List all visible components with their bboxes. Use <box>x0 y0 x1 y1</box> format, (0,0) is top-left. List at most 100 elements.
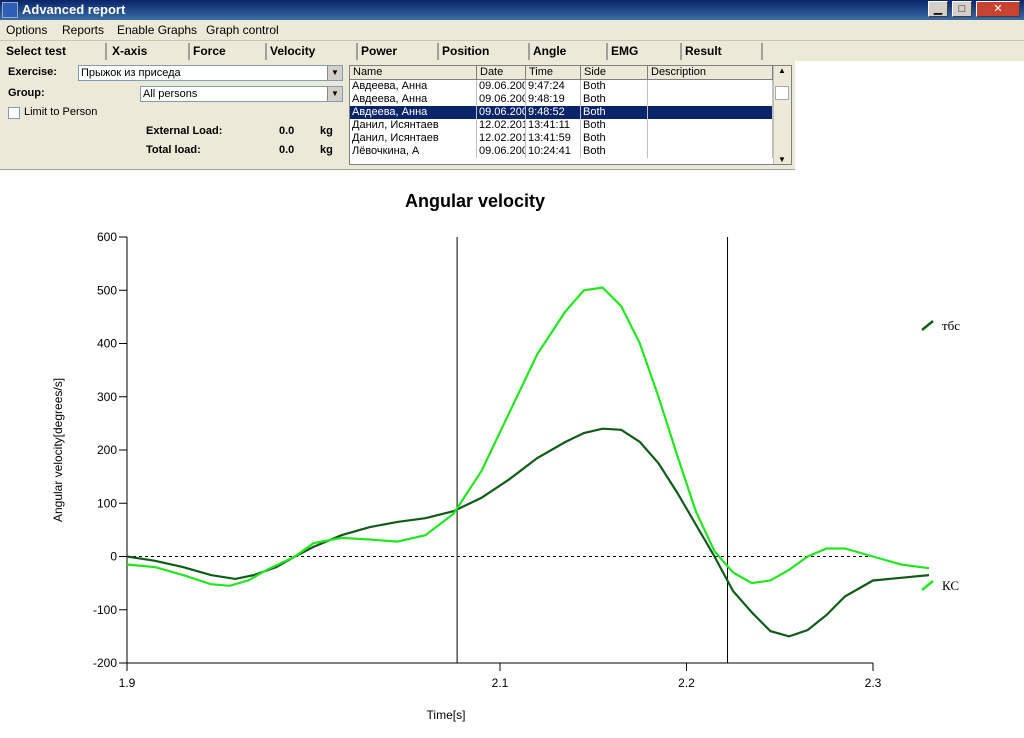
legend-entry: тбс <box>942 318 960 333</box>
y-tick-label: 400 <box>97 337 117 351</box>
y-tick-label: -200 <box>93 656 117 670</box>
x-tick-label: 2.2 <box>678 676 695 690</box>
cell-name: Авдеева, Анна <box>350 93 477 106</box>
cell-date: 12.02.201 <box>479 119 526 132</box>
cell-time: 13:41:59 <box>526 132 581 145</box>
series-line-0 <box>126 427 930 638</box>
exercise-select[interactable]: Прыжок из приседа ▼ <box>78 65 343 81</box>
title-bar: Advanced report ▁ □ ✕ <box>0 0 1024 20</box>
cell-description <box>648 145 773 158</box>
tab-angle[interactable]: Angle <box>529 43 608 60</box>
cell-time: 9:48:19 <box>526 93 581 106</box>
total-load-value: 0.0 <box>279 144 295 156</box>
tab-power[interactable]: Power <box>357 43 439 60</box>
table-row[interactable]: Данил, Исянтаев 12.02.201 13:41:11 Both <box>350 119 773 132</box>
group-value: All persons <box>143 88 198 100</box>
column-header-side[interactable]: Side <box>581 66 648 80</box>
exercise-label: Exercise: <box>8 66 57 78</box>
cell-side: Both <box>581 106 648 119</box>
table-row[interactable]: Данил, Исянтаев 12.02.201 13:41:59 Both <box>350 132 773 145</box>
cell-name: Лёвочкина, А <box>350 145 477 158</box>
tab-force[interactable]: Force <box>189 43 267 60</box>
menu-graph-control[interactable]: Graph control <box>206 23 279 37</box>
total-load-unit: kg <box>320 144 333 156</box>
cell-side: Both <box>581 145 648 158</box>
tab-x-axis[interactable]: X-axis <box>108 43 190 60</box>
cell-name: Данил, Исянтаев <box>350 119 477 132</box>
cell-description <box>648 132 773 145</box>
column-header-description[interactable]: Description <box>648 66 773 80</box>
cell-name: Авдеева, Анна <box>350 106 477 119</box>
close-button[interactable]: ✕ <box>976 1 1020 17</box>
scroll-up-icon[interactable]: ▲ <box>778 66 786 75</box>
y-tick-label: 0 <box>110 550 117 564</box>
group-select[interactable]: All persons ▼ <box>140 86 343 102</box>
cell-name: Данил, Исянтаев <box>350 132 477 145</box>
cell-description <box>648 93 773 106</box>
group-label: Group: <box>8 87 45 99</box>
table-row[interactable]: Авдеева, Анна 09.06.200 9:48:19 Both <box>350 93 773 106</box>
cell-side: Both <box>581 93 648 106</box>
cell-description <box>648 119 773 132</box>
table-row[interactable]: Лёвочкина, А 09.06.200 10:24:41 Both <box>350 145 773 158</box>
y-tick-label: 600 <box>97 230 117 244</box>
exercise-value: Прыжок из приседа <box>81 67 181 79</box>
chevron-down-icon[interactable]: ▼ <box>327 87 342 101</box>
tab-select-test[interactable]: Select test <box>2 43 107 60</box>
angular-velocity-chart: Angular velocity Time[s] Angular velocity[… <box>51 191 960 722</box>
column-header-date[interactable]: Date <box>477 66 526 80</box>
y-tick-label: 300 <box>97 390 117 404</box>
cell-date: 12.02.201 <box>479 132 526 145</box>
column-header-time[interactable]: Time <box>526 66 581 80</box>
cell-date: 09.06.200 <box>479 80 526 93</box>
table-row[interactable]: Авдеева, Анна 09.06.200 9:48:52 Both <box>350 106 773 119</box>
cell-time: 9:48:52 <box>526 106 581 119</box>
legend-swatch <box>921 580 934 591</box>
limit-to-person-label: Limit to Person <box>24 106 98 118</box>
menu-reports[interactable]: Reports <box>62 23 105 37</box>
menu-options[interactable]: Options <box>6 23 48 37</box>
external-load-value: 0.0 <box>279 125 295 137</box>
menu-enable-graphs[interactable]: Enable Graphs <box>117 23 198 37</box>
cell-date: 09.06.200 <box>479 145 526 158</box>
minimize-button[interactable]: ▁ <box>928 1 948 17</box>
tab-bar: Select test X-axis Force Velocity Power … <box>0 41 1024 61</box>
cell-description <box>648 106 773 119</box>
cell-date: 09.06.200 <box>479 106 526 119</box>
x-tick-label: 1.9 <box>119 676 136 690</box>
limit-to-person-checkbox[interactable] <box>8 107 20 119</box>
scroll-down-icon[interactable]: ▼ <box>778 155 786 164</box>
external-load-label: External Load: <box>146 125 223 137</box>
cell-time: 13:41:11 <box>526 119 581 132</box>
cell-side: Both <box>581 80 648 93</box>
tab-result[interactable]: Result <box>681 43 763 60</box>
chevron-down-icon[interactable]: ▼ <box>327 66 342 80</box>
legend-entry: КС <box>942 578 959 593</box>
tab-position[interactable]: Position <box>438 43 530 60</box>
series-line-1 <box>126 286 930 587</box>
x-tick-label: 2.3 <box>865 676 882 690</box>
x-tick-label: 2.1 <box>492 676 509 690</box>
y-tick-label: 500 <box>97 283 117 297</box>
y-tick-label: -100 <box>93 603 117 617</box>
column-header-name[interactable]: Name <box>350 66 477 80</box>
table-scrollbar[interactable]: ▲ ▼ <box>773 66 791 164</box>
tab-emg[interactable]: EMG <box>607 43 682 60</box>
chart-title: Angular velocity <box>405 191 545 211</box>
tab-velocity[interactable]: Velocity <box>266 43 358 60</box>
cell-side: Both <box>581 132 648 145</box>
cell-name: Авдеева, Анна <box>350 80 477 93</box>
menu-bar: Options Reports Enable Graphs Graph cont… <box>0 20 1024 41</box>
app-icon <box>2 2 18 18</box>
scroll-thumb[interactable] <box>775 86 789 100</box>
external-load-unit: kg <box>320 125 333 137</box>
y-axis-label: Angular velocity[degrees/s] <box>51 378 65 522</box>
maximize-button[interactable]: □ <box>952 1 972 17</box>
window-title: Advanced report <box>22 2 126 17</box>
select-test-panel: Exercise: Прыжок из приседа ▼ Group: All… <box>0 61 795 170</box>
cell-time: 9:47:24 <box>526 80 581 93</box>
table-row[interactable]: Авдеева, Анна 09.06.200 9:47:24 Both <box>350 80 773 93</box>
total-load-label: Total load: <box>146 144 201 156</box>
legend-swatch <box>921 320 934 331</box>
cell-description <box>648 80 773 93</box>
